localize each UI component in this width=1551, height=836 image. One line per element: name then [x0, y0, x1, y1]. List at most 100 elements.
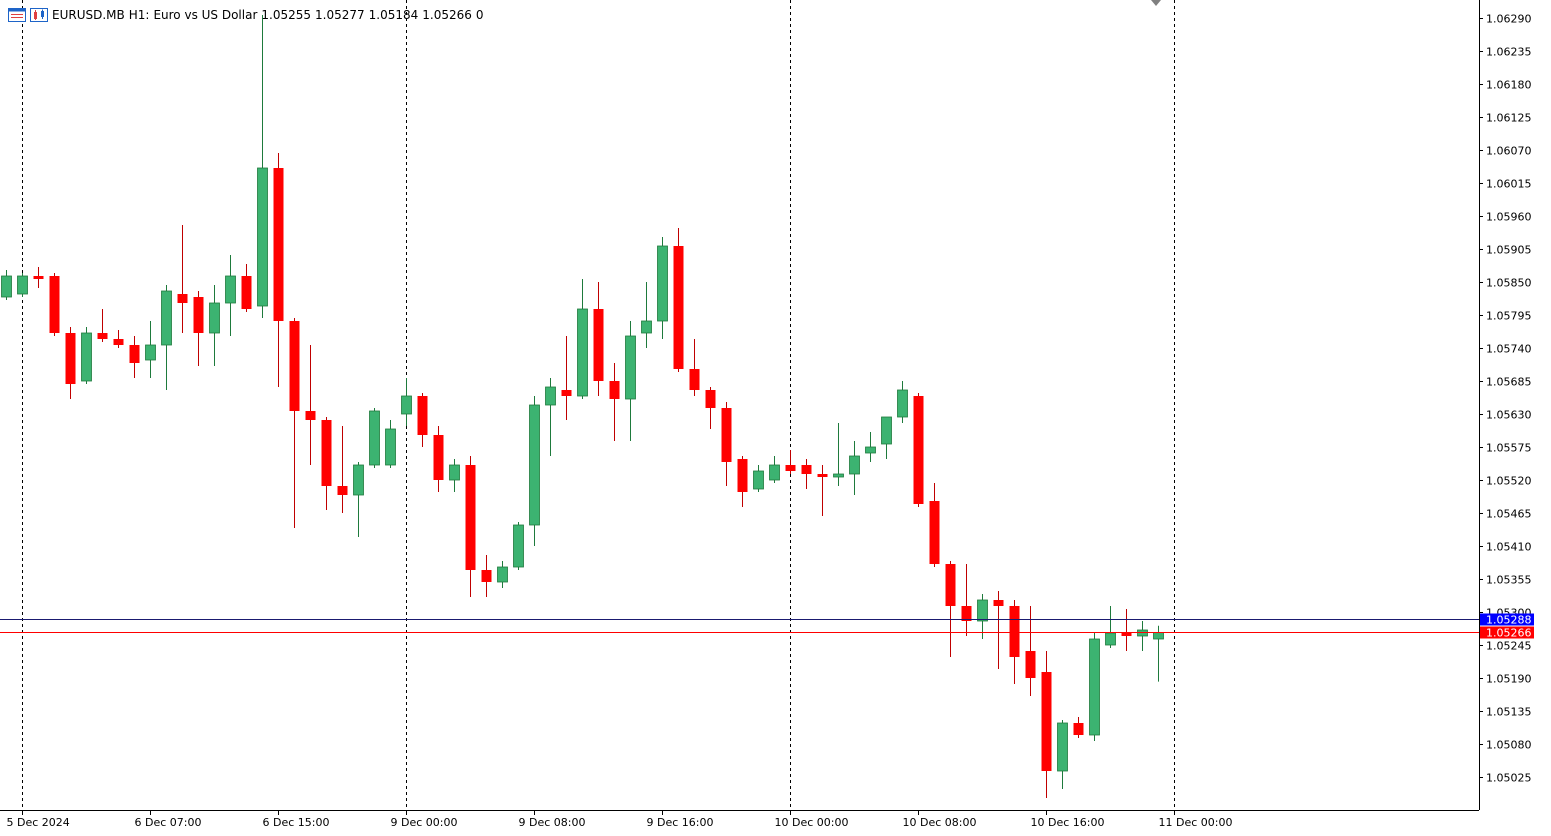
bear-candle — [337, 426, 348, 513]
candle-body — [577, 308, 588, 397]
bear-candle — [321, 417, 332, 510]
bull-candle — [161, 285, 172, 390]
candle-body — [353, 464, 364, 496]
bull-candle — [641, 282, 652, 348]
price-tick-label: 1.05850 — [1486, 277, 1532, 290]
bull-candle — [209, 285, 220, 366]
bear-candle — [241, 264, 252, 312]
bull-candle — [353, 462, 364, 537]
candle-body — [1073, 723, 1084, 735]
bull-candle — [1, 270, 12, 300]
bull-candle — [657, 237, 668, 339]
chart-type-icon[interactable] — [30, 8, 48, 22]
bear-candle — [593, 282, 604, 396]
price-tick-label: 1.05520 — [1486, 475, 1532, 488]
candle-body — [145, 344, 156, 361]
bull-candle — [753, 465, 764, 492]
bear-candle — [1073, 717, 1084, 738]
time-tick-label: 6 Dec 07:00 — [135, 816, 202, 829]
bear-candle — [945, 561, 956, 657]
bull-candle — [625, 321, 636, 441]
price-tick-label: 1.05025 — [1486, 772, 1532, 785]
chart-window-icon[interactable] — [8, 8, 26, 22]
candle-body — [929, 501, 940, 564]
candle-body — [657, 245, 668, 322]
bear-candle — [65, 327, 76, 399]
candle-body — [849, 455, 860, 475]
symbol-name: EURUSD.MB — [52, 8, 125, 22]
candle-body — [561, 390, 572, 396]
candle-body — [129, 345, 140, 363]
bid-price-label: 1.05266 — [1486, 627, 1532, 640]
price-tick-label: 1.05355 — [1486, 574, 1532, 587]
bear-candle — [993, 591, 1004, 669]
time-tick-label: 10 Dec 08:00 — [903, 816, 977, 829]
price-tick-label: 1.06235 — [1486, 46, 1532, 59]
bull-candle — [17, 273, 28, 297]
day-separators — [22, 0, 1175, 810]
bear-candle — [33, 267, 44, 288]
candle-body — [1121, 633, 1132, 636]
candle-body — [385, 428, 396, 466]
ohlc-open: 1.05255 — [261, 8, 312, 22]
volume: 0 — [475, 8, 484, 22]
candle-body — [161, 290, 172, 346]
bear-candle — [113, 330, 124, 348]
candle-body — [769, 464, 780, 481]
candles — [1, 15, 1164, 798]
bull-candle — [225, 255, 236, 336]
bear-candle — [49, 273, 60, 336]
candle-body — [721, 408, 732, 462]
price-tick-label: 1.05630 — [1486, 409, 1532, 422]
time-tick-label: 5 Dec 2024 — [7, 816, 70, 829]
candle-body — [241, 276, 252, 309]
candle-body — [321, 420, 332, 486]
candle-body — [689, 369, 700, 390]
candle-body — [113, 339, 124, 345]
bear-candle — [1025, 606, 1036, 696]
candle-body — [1025, 651, 1036, 678]
price-tick-label: 1.05135 — [1486, 706, 1532, 719]
bull-candle — [897, 381, 908, 423]
candle-body — [401, 395, 412, 415]
time-tick-label: 11 Dec 00:00 — [1159, 816, 1233, 829]
candle-body — [337, 486, 348, 495]
candle-body — [1153, 632, 1164, 640]
price-tick-label: 1.06015 — [1486, 178, 1532, 191]
timeframe: H1: — [128, 8, 150, 22]
bull-candle — [881, 416, 892, 459]
time-tick-label: 10 Dec 00:00 — [775, 816, 849, 829]
candle-body — [737, 459, 748, 492]
candle-body — [481, 570, 492, 582]
candle-body — [593, 309, 604, 381]
candle-body — [641, 320, 652, 334]
symbol-description: Euro vs US Dollar — [153, 8, 258, 22]
bear-candle — [961, 564, 972, 636]
candle-body — [625, 335, 636, 400]
bull-candle — [1153, 625, 1164, 682]
bull-candle — [529, 396, 540, 546]
chart-shift-marker-icon[interactable] — [1151, 0, 1161, 6]
bull-candle — [401, 378, 412, 426]
candle-body — [961, 606, 972, 621]
candle-body — [609, 381, 620, 399]
bear-candle — [705, 387, 716, 429]
candle-body — [865, 446, 876, 454]
candle-body — [433, 435, 444, 480]
candle-body — [273, 168, 284, 321]
time-tick-label: 9 Dec 16:00 — [647, 816, 714, 829]
candle-body — [785, 465, 796, 471]
bear-candle — [913, 393, 924, 507]
bull-candle — [1137, 621, 1148, 651]
candle-body — [513, 524, 524, 568]
bull-candle — [449, 459, 460, 492]
candle-body — [1057, 722, 1068, 772]
bear-candle — [193, 291, 204, 366]
candle-body — [97, 333, 108, 339]
price-tick-label: 1.05245 — [1486, 640, 1532, 653]
bear-candle — [929, 483, 940, 567]
candle-body — [49, 276, 60, 333]
